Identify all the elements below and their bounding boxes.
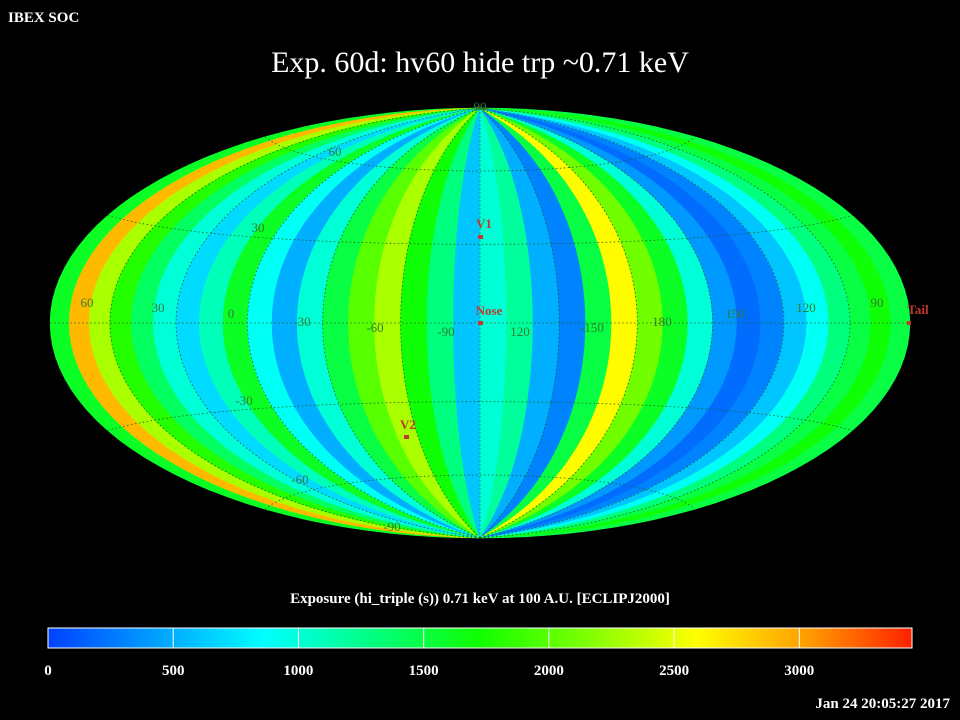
- colorbar-tick-label: 500: [162, 663, 185, 679]
- parallel: [264, 136, 696, 172]
- meridian: [479, 107, 785, 539]
- graticule: [50, 107, 910, 539]
- lat-label: -90: [383, 519, 400, 534]
- parallel: [107, 401, 853, 431]
- meridian: [400, 107, 481, 539]
- meridian: [109, 107, 481, 539]
- marker-point: [478, 235, 483, 239]
- lon-label: 120: [510, 324, 530, 339]
- marker-label: Tail: [907, 302, 929, 317]
- colorbar-tick-label: 1000: [283, 663, 313, 679]
- lat-labels: 90 60 30 -30 -60 -90: [235, 99, 486, 534]
- lat-label: 60: [329, 144, 342, 159]
- lon-label: 150: [725, 306, 745, 321]
- title: Exp. 60d: hv60 hide trp ~0.71 keV: [271, 46, 689, 79]
- lon-label: 30: [152, 300, 165, 315]
- markers: V1 Nose V2 Tail: [400, 216, 929, 439]
- lon-label: 180: [652, 314, 672, 329]
- header: IBEX SOC: [8, 10, 79, 26]
- map: [49, 107, 911, 539]
- parallel: [107, 215, 853, 245]
- meridian: [479, 107, 714, 539]
- marker-point: [404, 435, 409, 439]
- meridian: [322, 107, 481, 539]
- marker-label: V1: [476, 216, 492, 231]
- marker-label: V2: [400, 417, 416, 432]
- lon-label: -60: [366, 320, 383, 335]
- lat-label: 90: [474, 99, 487, 114]
- colorbar-tick-label: 0: [44, 663, 52, 679]
- timestamp: Jan 24 20:05:27 2017: [815, 696, 950, 712]
- lon-labels: 60 30 0 -30 -60 -90 120 -150 180 150 120…: [81, 295, 884, 339]
- lon-label: 60: [81, 295, 94, 310]
- lon-label: 120: [796, 300, 816, 315]
- meridian: [479, 107, 638, 539]
- lon-label: -150: [580, 320, 604, 335]
- marker-point: [478, 321, 483, 325]
- colorbar-tick-label: 1500: [409, 663, 439, 679]
- colorbar-tick-label: 3000: [784, 663, 814, 679]
- lat-label: -30: [235, 393, 252, 408]
- lon-label: 0: [228, 306, 235, 321]
- lat-label: 30: [252, 220, 265, 235]
- marker-point: [907, 321, 911, 325]
- colorbar-label: Exposure (hi_triple (s)) 0.71 keV at 100…: [290, 591, 670, 607]
- colorbar-fill: [47, 627, 913, 649]
- lon-label: -30: [293, 314, 310, 329]
- colorbar-tick-label: 2500: [659, 663, 689, 679]
- meridian: [479, 107, 851, 539]
- parallel: [264, 474, 696, 510]
- lon-label: 90: [871, 295, 884, 310]
- lon-label: -90: [437, 324, 454, 339]
- meridian: [479, 107, 560, 539]
- colorbar: 0 500 1000 1500 2000 2500 3000: [44, 627, 913, 679]
- lat-label: -60: [291, 472, 308, 487]
- marker-label: Nose: [476, 303, 503, 318]
- colorbar-tick-label: 2000: [534, 663, 564, 679]
